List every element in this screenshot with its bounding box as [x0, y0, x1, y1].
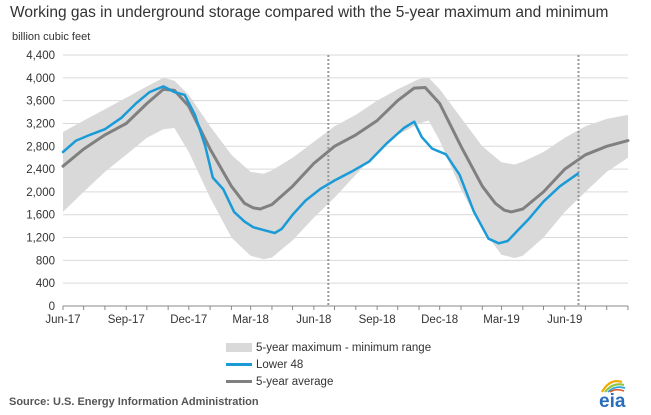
y-axis-label: billion cubic feet — [12, 31, 91, 43]
legend-item-average: 5-year average — [226, 373, 431, 390]
legend-label-average: 5-year average — [256, 375, 334, 388]
eia-logo: eia — [599, 380, 626, 410]
legend-swatch-average — [226, 380, 252, 383]
y-tick-label: 4,400 — [26, 50, 55, 62]
range-band — [63, 77, 628, 260]
eia-logo-arc-4 — [609, 388, 625, 393]
y-tick-label: 1,200 — [26, 233, 55, 245]
x-tick-label: Jun-19 — [547, 314, 582, 326]
eia-logo-arc-3 — [607, 386, 626, 393]
x-tick-label: Sep-18 — [359, 314, 396, 326]
legend-label-range: 5-year maximum - minimum range — [256, 341, 432, 354]
grid-layer — [63, 54, 628, 284]
y-tick-label: 0 — [49, 301, 55, 313]
x-tick-label: Mar-18 — [232, 314, 268, 326]
legend-item-range: 5-year maximum - minimum range — [226, 339, 431, 356]
source-note: Source: U.S. Energy Information Administ… — [9, 396, 259, 408]
legend: 5-year maximum - minimum range Lower 48 … — [226, 339, 431, 390]
x-tick-label: Sep-17 — [108, 314, 145, 326]
legend-swatch-lower48 — [226, 363, 252, 366]
series-line-lower48 — [61, 85, 580, 245]
y-tick-label: 4,000 — [26, 73, 55, 85]
y-tick-label: 3,600 — [26, 96, 55, 108]
legend-swatch-range — [226, 343, 252, 352]
axis-layer: 0 400 800 1,200 1,600 2,000 2,400 2,800 3,200 3,6… — [26, 50, 629, 326]
x-tick-label: Jun-18 — [296, 314, 331, 326]
x-tick-label: Jun-17 — [45, 314, 80, 326]
y-tick-label: 400 — [36, 278, 55, 290]
range-band-layer — [63, 77, 628, 260]
y-tick-label: 3,200 — [26, 118, 55, 130]
y-tick-label: 2,000 — [26, 187, 55, 199]
y-tick-label: 2,800 — [26, 141, 55, 153]
vertical-marker-layer — [327, 55, 580, 306]
legend-label-lower48: Lower 48 — [256, 358, 304, 371]
x-tick-label: Mar-19 — [483, 314, 519, 326]
chart-title: Working gas in underground storage compa… — [10, 4, 609, 21]
eia-logo-arc-1 — [601, 380, 623, 393]
eia-logo-arc-2 — [604, 383, 625, 393]
y-tick-label: 2,400 — [26, 164, 55, 176]
series-line-layer — [61, 85, 630, 245]
x-tick-label: Dec-18 — [421, 314, 458, 326]
legend-item-lower48: Lower 48 — [226, 356, 431, 373]
eia-logo-text: eia — [599, 391, 626, 410]
x-tick-label: Dec-17 — [170, 314, 207, 326]
y-tick-label: 800 — [36, 255, 55, 267]
y-tick-label: 1,600 — [26, 210, 55, 222]
